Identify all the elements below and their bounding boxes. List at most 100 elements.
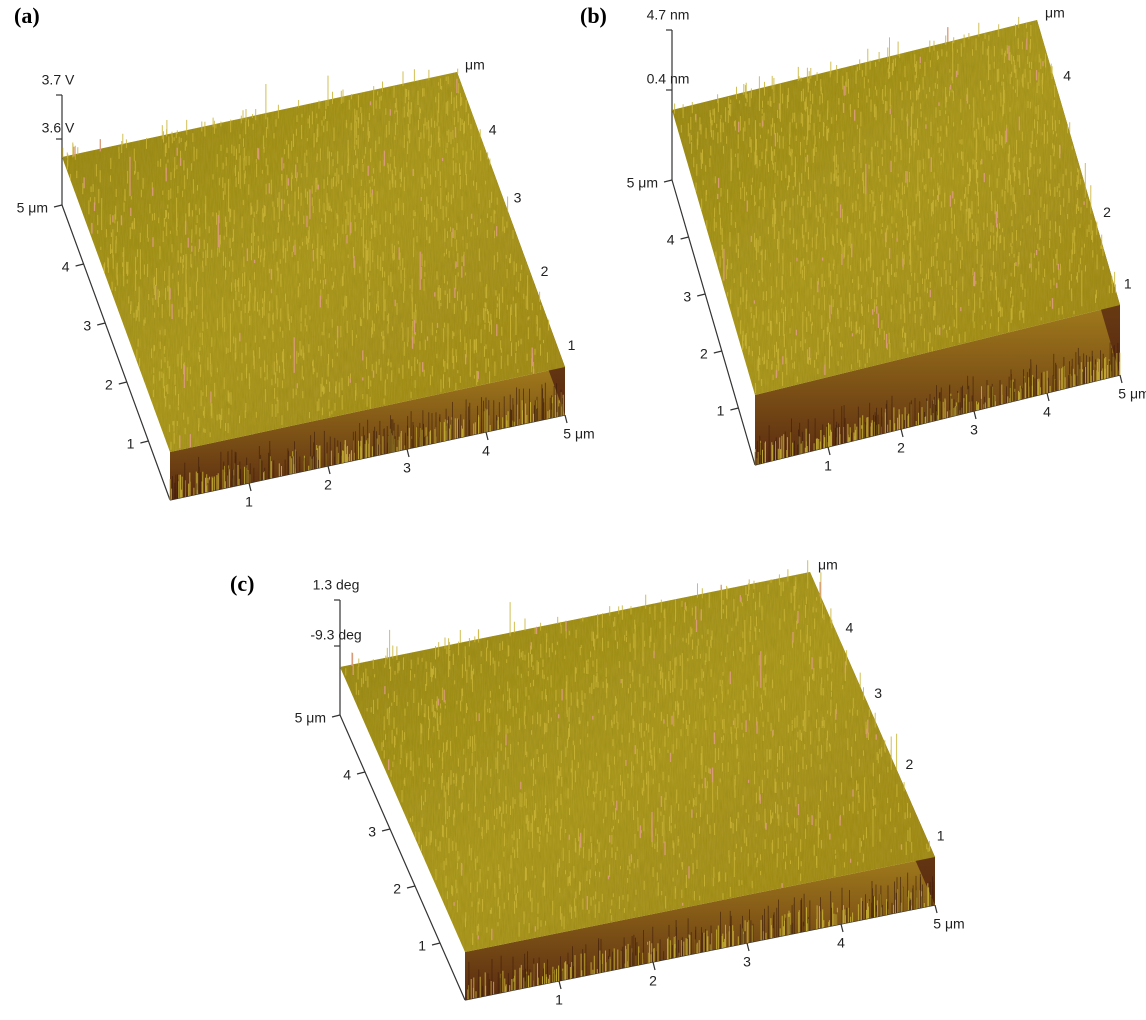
x-tick-label: 3 (403, 460, 411, 476)
side-tick-label: 4 (1063, 67, 1071, 83)
x-tick-label: 3 (743, 954, 751, 970)
surface-front (755, 305, 1120, 465)
y-tick-label: 4 (667, 232, 675, 248)
z-label: 4.7 nm (647, 7, 690, 23)
y-tick-label: 4 (62, 259, 70, 275)
surface-dark-spikes (172, 382, 563, 500)
x-tick-label: 1 (555, 992, 563, 1008)
y-tick (53, 204, 63, 208)
z-label: 0.4 nm (647, 71, 690, 87)
y-axis (671, 179, 756, 466)
y-tick-label: 3 (83, 318, 91, 334)
y-tick-label: 4 (343, 767, 351, 783)
y-tick (697, 293, 706, 297)
x-tick (248, 482, 252, 492)
x-tick (827, 446, 831, 456)
z-label: 3.7 V (42, 72, 75, 88)
x-tick (406, 448, 410, 458)
x-tick-label: 2 (897, 440, 905, 456)
y-tick-label: 2 (393, 881, 401, 897)
side-tick-label: 2 (541, 263, 549, 279)
panel-label: (c) (230, 571, 254, 596)
y-tick-label: 2 (700, 346, 708, 362)
y-tick-label: 5 μm (295, 710, 326, 726)
z-label: 1.3 deg (313, 577, 360, 593)
x-tick-label: 5 μm (1118, 386, 1146, 402)
y-tick-label: 3 (683, 289, 691, 305)
y-tick (140, 440, 149, 444)
afm-panel: (c) 1.3 deg -9.3 deg 1 2 3 4 5 μm 1 2 3 4 5 μm 1 2 3 4 μm (230, 557, 965, 1008)
side-tick-label: 3 (874, 685, 882, 701)
x-tick-label: 1 (245, 494, 253, 510)
side-tick-label: 1 (568, 337, 576, 353)
surface-spikes (674, 16, 1121, 465)
y-tick (406, 885, 416, 889)
y-tick (75, 263, 84, 267)
x-tick-label: 4 (1043, 404, 1051, 420)
side-tick-label: μm (465, 57, 485, 73)
x-tick (1046, 392, 1050, 402)
side-tick-label: 2 (1103, 204, 1111, 220)
y-tick (680, 236, 689, 240)
surface-spikes (345, 560, 932, 1000)
z-label: -9.3 deg (310, 627, 361, 643)
y-tick (730, 407, 739, 411)
x-tick (558, 980, 562, 990)
y-axis (61, 204, 171, 501)
x-tick-label: 5 μm (933, 916, 964, 932)
y-tick (97, 322, 106, 326)
surface-spikes-pink (73, 78, 535, 449)
y-tick-label: 1 (418, 938, 426, 954)
y-tick (331, 714, 341, 718)
x-tick (973, 410, 977, 420)
y-tick-label: 2 (105, 377, 113, 393)
side-tick-label: μm (1045, 5, 1065, 21)
side-tick-label: 1 (937, 827, 945, 843)
x-tick (652, 961, 656, 971)
y-tick (356, 771, 366, 775)
y-tick-label: 1 (127, 436, 135, 452)
side-tick-label: 4 (846, 619, 854, 635)
x-tick (485, 431, 489, 441)
y-tick (713, 350, 722, 354)
x-tick-label: 4 (837, 935, 845, 951)
surface-spikes-pink (695, 27, 1085, 379)
x-tick (327, 465, 331, 475)
panel-label: (a) (14, 3, 40, 28)
x-tick-label: 5 μm (563, 426, 594, 442)
x-tick-label: 1 (824, 458, 832, 474)
side-tick-label: 3 (514, 189, 522, 205)
x-tick (840, 923, 844, 933)
afm-panel: (a) 3.7 V 3.6 V 1 2 3 4 5 μm 1 2 3 4 5 μm 1 2 3 4 μm (14, 3, 595, 510)
surface-spikes (62, 68, 564, 500)
surface-top (62, 72, 565, 452)
y-tick (663, 179, 673, 183)
x-tick-label: 3 (970, 422, 978, 438)
surface-dark-spikes (754, 342, 1119, 465)
x-tick-label: 2 (649, 973, 657, 989)
surface-dark-spikes (468, 872, 934, 1000)
x-tick (564, 414, 568, 424)
y-tick-label: 1 (717, 403, 725, 419)
side-tick-label: μm (818, 557, 838, 573)
y-tick-label: 5 μm (17, 200, 48, 216)
surface-spikes-pink (351, 581, 903, 941)
x-tick (746, 942, 750, 952)
y-tick (381, 828, 391, 832)
side-tick-label: 4 (489, 122, 497, 138)
y-tick-label: 3 (368, 824, 376, 840)
x-tick-label: 2 (324, 477, 332, 493)
y-tick-label: 5 μm (627, 175, 658, 191)
x-tick (900, 428, 904, 438)
y-axis (339, 714, 466, 1001)
x-tick (1119, 374, 1123, 384)
panel-label: (b) (580, 3, 607, 28)
side-tick-label: 1 (1124, 275, 1132, 291)
y-tick (431, 942, 441, 946)
x-tick (934, 904, 938, 914)
side-tick-label: 2 (906, 756, 914, 772)
z-label: 3.6 V (42, 120, 75, 136)
y-tick (118, 381, 127, 385)
afm-panel: (b) 4.7 nm 0.4 nm 1 2 3 4 5 μm 1 2 3 4 5 μm 1 2 4 μm (580, 3, 1146, 474)
